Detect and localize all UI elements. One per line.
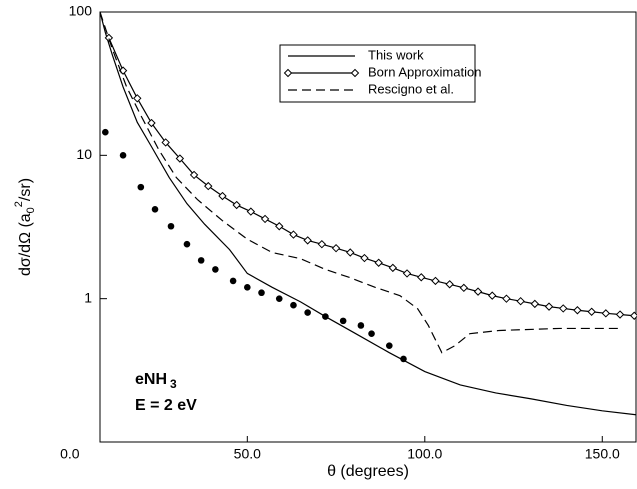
marker: [317, 239, 327, 249]
marker: [417, 273, 426, 282]
data-point: [258, 289, 265, 297]
marker: [260, 214, 270, 224]
marker: [516, 297, 525, 306]
marker: [402, 269, 412, 278]
marker: [431, 276, 440, 286]
marker: [104, 33, 114, 43]
marker: [388, 263, 398, 273]
marker: [544, 302, 554, 311]
marker: [147, 118, 156, 128]
marker: [587, 307, 596, 316]
marker: [246, 207, 256, 216]
x-tick-label: 150.0: [585, 446, 620, 462]
marker: [530, 299, 540, 309]
data-point: [151, 206, 159, 213]
data-point: [212, 266, 219, 273]
marker: [346, 248, 355, 257]
y-tick-label: 100: [69, 3, 93, 19]
marker: [374, 258, 383, 267]
annotation-target: eNH: [135, 371, 167, 388]
data-point: [290, 301, 297, 309]
marker: [615, 310, 625, 319]
annotation: E = 2 eV: [135, 397, 197, 414]
marker: [161, 138, 170, 147]
y-label-part: /sr): [17, 178, 34, 201]
x-tick-label: 0.0: [60, 446, 80, 462]
marker: [488, 291, 497, 300]
data-point: [357, 322, 365, 329]
data-point: [197, 257, 205, 264]
data-point: [339, 317, 347, 325]
marker: [175, 154, 185, 163]
marker: [232, 200, 241, 210]
marker: [502, 294, 511, 303]
marker: [218, 191, 227, 201]
annotation: eNH 3: [135, 371, 177, 391]
marker: [331, 243, 341, 253]
y-axis-label: dσ/dΩ (a02/sr): [13, 178, 37, 276]
legend-label: Rescigno et al.: [368, 81, 454, 96]
data-point: [183, 240, 191, 248]
marker: [133, 94, 142, 103]
data-point: [304, 309, 311, 316]
marker: [275, 222, 284, 231]
y-tick-label: 1: [84, 289, 92, 305]
series-line: [100, 12, 636, 416]
data-point: [244, 284, 251, 291]
marker: [573, 306, 582, 315]
marker: [360, 253, 369, 263]
data-point: [229, 277, 237, 285]
legend-label: Born Approximation: [368, 64, 481, 79]
marker: [189, 170, 199, 180]
data-point: [275, 295, 283, 302]
marker: [289, 230, 298, 239]
data-point: [400, 355, 407, 363]
y-label-sup: 2: [13, 201, 25, 207]
plot-frame: [99, 11, 637, 443]
data-point: [167, 222, 175, 230]
y-label-part: dσ/dΩ (a: [17, 213, 34, 276]
y-label-sub: 0: [25, 207, 37, 213]
marker: [283, 68, 293, 78]
marker: [601, 309, 611, 318]
x-tick-label: 50.0: [234, 446, 261, 462]
data-point: [137, 183, 145, 191]
marker: [473, 287, 483, 296]
marker: [459, 283, 469, 293]
data-point: [385, 342, 393, 349]
data-point: [119, 152, 127, 159]
marker: [559, 304, 568, 313]
data-point: [368, 330, 375, 337]
annotation-sub: 3: [170, 377, 177, 391]
marker: [204, 181, 213, 191]
x-tick-label: 100.0: [407, 446, 442, 462]
x-axis-label: θ (degrees): [327, 463, 409, 480]
data-point: [322, 313, 329, 320]
y-tick-label: 10: [76, 146, 92, 162]
data-point: [102, 128, 109, 136]
series-line: [100, 12, 621, 354]
legend-label: This work: [368, 47, 424, 62]
marker: [350, 68, 360, 78]
marker: [303, 236, 312, 245]
marker: [445, 280, 454, 289]
